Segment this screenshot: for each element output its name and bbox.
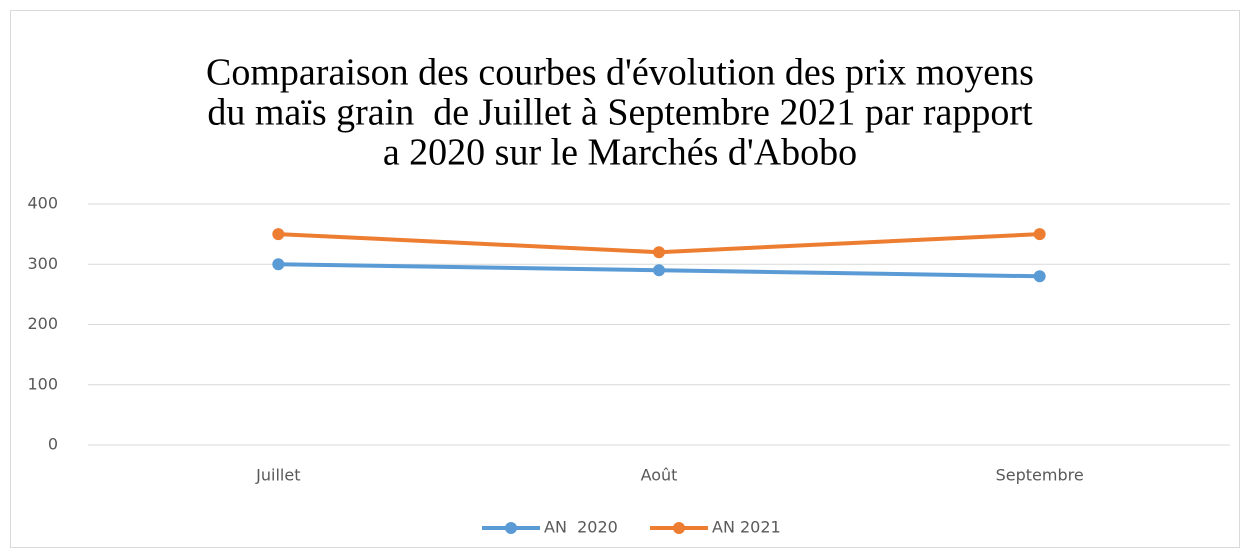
point xyxy=(1033,228,1046,241)
legend-label: AN 2021 xyxy=(712,518,781,537)
point xyxy=(653,264,665,277)
chart-title: a 2020 sur le Marchés d'Abobo xyxy=(383,132,857,174)
y-tick-label: 0 xyxy=(48,435,58,454)
chart-title: Comparaison des courbes d'évolution des … xyxy=(206,52,1034,94)
y-tick-label: 200 xyxy=(27,314,58,333)
y-tick-label: 300 xyxy=(27,254,58,273)
y-tick-label: 400 xyxy=(27,194,58,213)
x-tick-label: Septembre xyxy=(996,466,1084,485)
x-tick-label: Août xyxy=(641,466,678,485)
chart-title: du maïs grain de Juillet à Septembre 202… xyxy=(207,92,1033,134)
legend-marker xyxy=(673,522,685,534)
point xyxy=(272,228,285,241)
legend-label: AN 2020 xyxy=(544,518,618,537)
legend-marker xyxy=(505,522,517,534)
y-tick-label: 100 xyxy=(27,374,58,393)
point xyxy=(272,258,285,271)
point xyxy=(653,246,665,259)
x-tick-label: Juillet xyxy=(255,466,300,485)
point xyxy=(1033,270,1046,283)
